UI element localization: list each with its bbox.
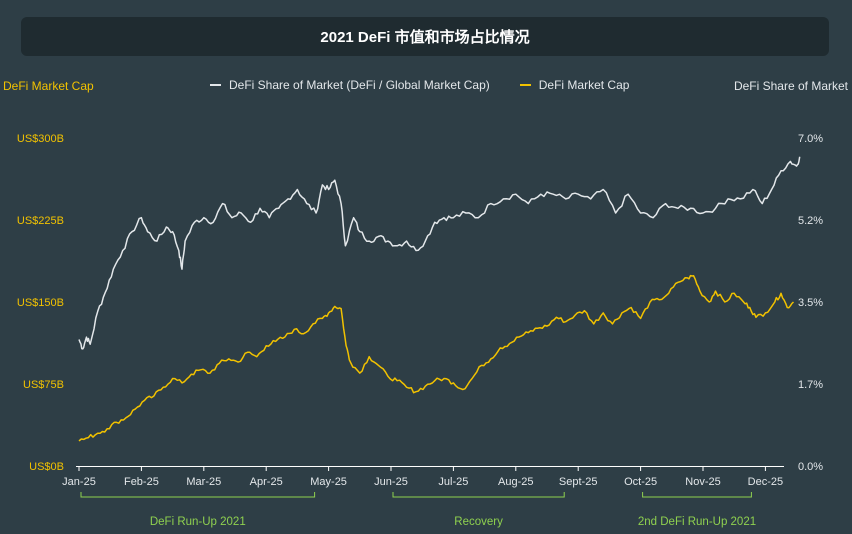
legend-swatch-cap: [519, 84, 531, 86]
left-tick-label: US$75B: [23, 379, 64, 391]
chart-title: 2021 DeFi 市值和市场占比情况: [320, 29, 530, 46]
x-tick-label: Feb-25: [124, 476, 159, 488]
x-tick-label: Mar-25: [186, 476, 221, 488]
right-tick-label: 3.5%: [798, 297, 823, 309]
x-tick-label: Oct-25: [624, 476, 657, 488]
x-tick-label: Jan-25: [62, 476, 96, 488]
right-tick-label: 0.0%: [798, 461, 823, 473]
right-tick-label: 5.2%: [798, 215, 823, 227]
legend-label-share: DeFi Share of Market (DeFi / Global Mark…: [229, 78, 490, 92]
series-line-cap: [78, 274, 795, 442]
x-tick-label: Nov-25: [685, 476, 720, 488]
legend-label-cap: DeFi Market Cap: [538, 78, 630, 92]
annotation-bracket: [642, 492, 752, 498]
annotation-bracket: [392, 492, 565, 498]
x-tick-label: Aug-25: [498, 476, 533, 488]
left-tick-label: US$300B: [17, 133, 64, 145]
annotation-label: DeFi Run-Up 2021: [150, 516, 246, 528]
annotation-label: 2nd DeFi Run-Up 2021: [638, 516, 756, 528]
left-tick-label: US$225B: [17, 215, 64, 227]
right-axis-title: DeFi Share of Market: [733, 79, 848, 93]
chart-title-bar: 2021 DeFi 市值和市场占比情况: [21, 17, 829, 56]
right-tick-label: 7.0%: [798, 133, 823, 145]
left-tick-label: US$0B: [29, 461, 64, 473]
x-tick-label: Jun-25: [374, 476, 408, 488]
x-tick-label: Apr-25: [250, 476, 283, 488]
right-tick-label: 1.7%: [798, 379, 823, 391]
left-tick-label: US$150B: [17, 297, 64, 309]
x-tick-label: Jul-25: [438, 476, 468, 488]
legend-item-share: DeFi Share of Market (DeFi / Global Mark…: [210, 78, 490, 92]
legend: DeFi Share of Market (DeFi / Global Mark…: [210, 78, 629, 92]
series-line-share: [78, 156, 801, 350]
x-tick-label: May-25: [310, 476, 347, 488]
legend-swatch-share: [210, 84, 221, 86]
x-tick-label: Sept-25: [559, 476, 598, 488]
annotation-bracket: [80, 492, 316, 498]
annotation-label: Recovery: [454, 516, 503, 528]
x-tick-label: Dec-25: [748, 476, 783, 488]
legend-item-cap: DeFi Market Cap: [519, 78, 630, 92]
left-axis-title: DeFi Market Cap: [3, 79, 94, 93]
